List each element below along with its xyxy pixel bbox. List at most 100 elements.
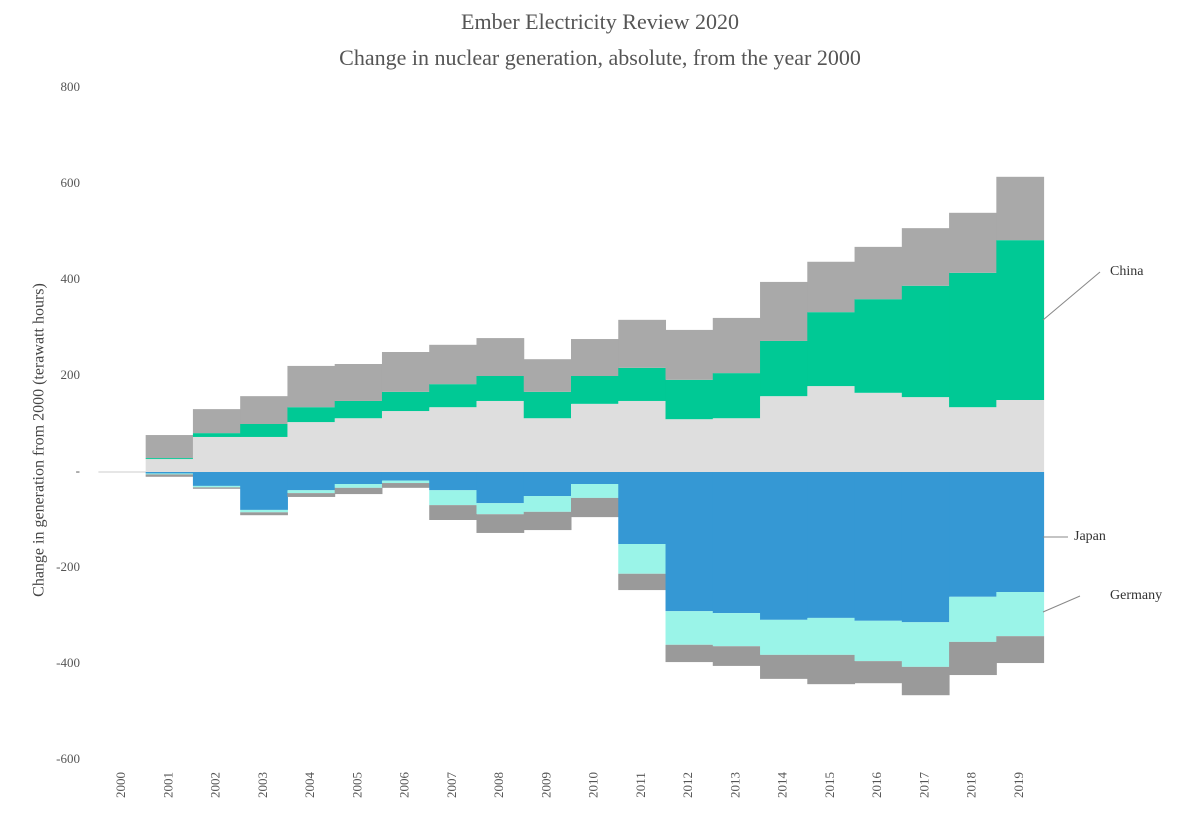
step-segment — [523, 391, 572, 419]
step-segment — [381, 483, 430, 488]
step-segment — [287, 422, 336, 472]
step-segment — [854, 246, 903, 300]
step-segment — [618, 573, 667, 591]
step-segment — [476, 338, 525, 376]
step-segment — [287, 407, 336, 423]
step-segment — [192, 485, 241, 488]
step-segment — [949, 272, 997, 408]
y-tick-label: 600 — [61, 175, 81, 190]
step-segment — [571, 339, 619, 376]
x-tick-label: 2004 — [302, 772, 317, 799]
step-segment — [901, 666, 950, 696]
step-segment — [949, 212, 997, 273]
step-segment — [760, 340, 808, 397]
x-tick-label: 2003 — [255, 772, 270, 798]
step-segment — [571, 484, 619, 498]
y-tick-label: -400 — [56, 655, 80, 670]
step-segment — [240, 512, 288, 516]
step-segment — [192, 433, 241, 437]
step-segment — [901, 397, 950, 472]
step-segment — [240, 424, 288, 437]
step-segment — [381, 472, 430, 481]
x-tick-label: 2005 — [349, 772, 364, 798]
step-segment — [996, 176, 1045, 241]
y-tick-label: 200 — [61, 367, 81, 382]
step-segment — [618, 544, 667, 574]
step-segment — [523, 511, 572, 531]
step-segment — [145, 472, 194, 474]
step-segment — [240, 472, 288, 510]
y-tick-label: 800 — [61, 79, 81, 94]
step-segment — [760, 654, 808, 679]
chart-title: Ember Electricity Review 2020 — [461, 9, 739, 34]
step-segment — [145, 474, 194, 477]
x-tick-label: 2009 — [538, 772, 553, 798]
step-segment — [901, 472, 950, 623]
step-segment — [523, 418, 572, 472]
step-segment — [901, 622, 950, 667]
step-segment — [145, 459, 194, 472]
step-segment — [618, 400, 667, 472]
x-tick-label: 2002 — [208, 772, 223, 798]
step-segment — [240, 436, 288, 472]
step-segment — [381, 352, 430, 392]
step-segment — [996, 240, 1045, 400]
step-segment — [807, 654, 856, 685]
step-segment — [712, 613, 761, 647]
step-segment — [712, 472, 761, 614]
step-segment — [712, 317, 761, 374]
x-tick-label: 2019 — [1011, 772, 1026, 798]
step-segment — [476, 472, 525, 504]
step-segment — [334, 400, 383, 419]
step-segment — [523, 472, 572, 496]
step-segment — [334, 364, 383, 401]
step-segment — [287, 472, 336, 491]
x-tick-label: 2012 — [680, 772, 695, 798]
step-segment — [712, 418, 761, 472]
step-segment — [807, 617, 856, 655]
step-segment — [334, 418, 383, 472]
step-segment — [807, 386, 856, 472]
step-segment — [571, 376, 619, 404]
x-tick-label: 2007 — [444, 772, 459, 799]
step-segment — [949, 472, 997, 597]
step-segment — [807, 472, 856, 618]
y-tick-label: - — [76, 463, 80, 478]
step-segment — [760, 619, 808, 655]
x-tick-label: 2015 — [822, 772, 837, 798]
step-segment — [523, 359, 572, 392]
step-segment — [240, 396, 288, 424]
step-segment — [476, 514, 525, 533]
step-segment — [571, 472, 619, 484]
step-segment — [192, 487, 241, 489]
step-segment — [429, 490, 477, 506]
x-tick-label: 2011 — [633, 772, 648, 798]
step-segment — [760, 281, 808, 341]
x-tick-label: 2016 — [869, 772, 884, 799]
step-segment — [476, 376, 525, 401]
step-segment — [949, 407, 997, 472]
x-tick-label: 2008 — [491, 772, 506, 798]
step-segment — [854, 620, 903, 662]
step-segment — [429, 384, 477, 408]
step-segment — [571, 403, 619, 472]
step-segment — [429, 407, 477, 472]
step-segment — [618, 319, 667, 368]
step-segment — [760, 472, 808, 620]
y-tick-label: -200 — [56, 559, 80, 574]
step-segment — [334, 484, 383, 488]
step-segment — [287, 493, 336, 497]
series-annotation: Germany — [1110, 588, 1162, 603]
y-tick-label: -600 — [56, 751, 80, 766]
step-segment — [145, 458, 194, 460]
step-segment — [949, 596, 997, 642]
y-tick-label: 400 — [61, 271, 81, 286]
step-segment — [334, 472, 383, 484]
step-segment — [523, 496, 572, 512]
step-segment — [760, 396, 808, 472]
step-segment — [571, 497, 619, 518]
annotation-leader — [1042, 271, 1101, 321]
x-tick-label: 2014 — [775, 772, 790, 799]
step-segment — [381, 480, 430, 484]
